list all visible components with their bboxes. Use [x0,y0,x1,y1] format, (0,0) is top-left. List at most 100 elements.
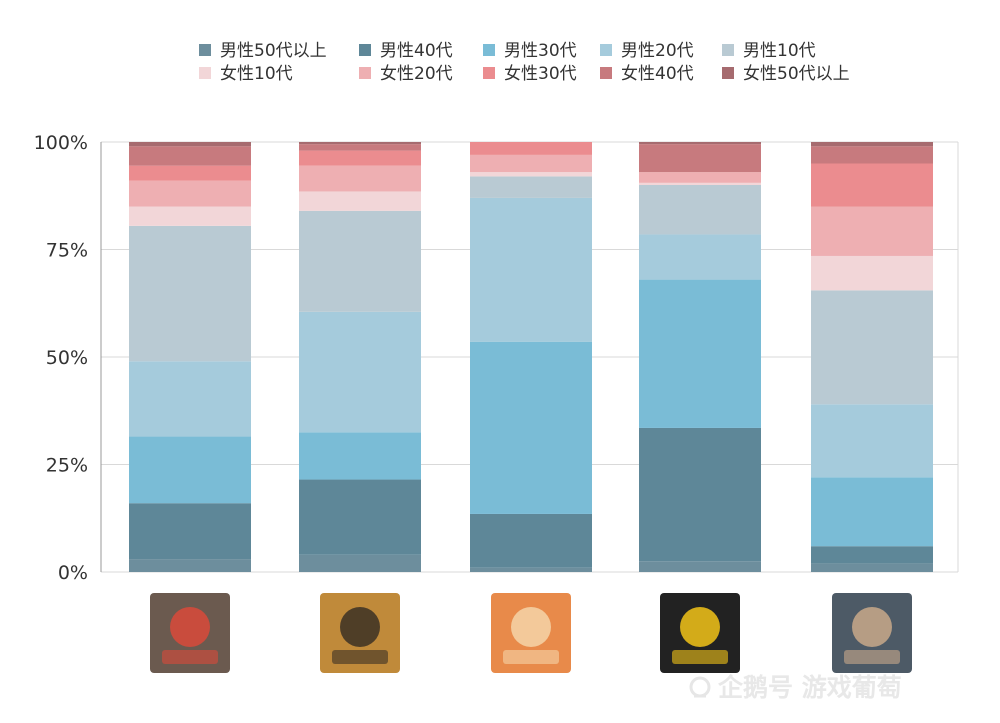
bar-segment [811,146,933,164]
bar-segment [299,142,421,145]
bar-segment [470,513,592,568]
legend-swatch [600,67,612,79]
bar-segment [811,290,933,405]
legend-swatch [600,44,612,56]
legend-item: 男性30代 [483,41,577,61]
bar-segment [811,563,933,572]
bar-segment [470,154,592,173]
bar-segment [639,172,761,183]
bar-segment [470,567,592,572]
icon-banner [844,650,900,664]
y-axis: 0% 25% 50% 75% 100% [34,132,88,584]
legend-swatch [483,67,495,79]
legend-swatch [483,44,495,56]
bar-segment [129,180,251,207]
legend-label: 女性50代以上 [743,64,850,84]
bar-segment [470,142,592,155]
bar-segment [639,185,761,235]
bar-segment [811,163,933,207]
bar-segment [129,165,251,181]
legend-swatch [722,44,734,56]
bar-stack [299,142,421,572]
bar-segment [639,561,761,572]
y-tick-label: 50% [46,347,88,369]
icon-figure [852,607,892,647]
icon-figure [511,607,551,647]
icon-figure [680,607,720,647]
y-tick-label: 75% [46,240,88,262]
category-icons [150,593,912,673]
legend-item: 女性10代 [199,64,293,84]
game-icon-1 [150,593,230,673]
icon-banner [162,650,218,664]
legend-item: 女性50代以上 [722,64,850,84]
bar-segment [299,432,421,480]
legend-label: 女性30代 [504,64,577,84]
legend-label: 男性10代 [743,41,816,61]
icon-banner [332,650,388,664]
watermark: 企鹅号 游戏葡萄 [689,673,902,702]
legend-label: 女性10代 [220,64,293,84]
bar-segment [299,311,421,433]
bar-segment [299,210,421,312]
bar-segment [811,255,933,291]
legend-label: 男性40代 [380,41,453,61]
icon-figure [170,607,210,647]
bar-segment [811,142,933,147]
bar-segment [129,225,251,362]
penguin-icon [689,676,711,698]
legend-label: 男性50代以上 [220,41,327,61]
bar-segment [299,165,421,192]
game-icon-3 [491,593,571,673]
legend-swatch [359,67,371,79]
bar-segment [299,144,421,151]
game-icon-4 [660,593,740,673]
bar-segment [299,554,421,572]
icon-banner [672,650,728,664]
bar-stack [639,142,761,572]
bar-segment [639,144,761,173]
game-icon-2 [320,593,400,673]
bar-segment [639,279,761,428]
bar-segment [470,172,592,177]
bar-segment [470,176,592,198]
bar-segment [299,191,421,211]
bar-segment [811,546,933,564]
legend-item: 女性20代 [359,64,453,84]
legend-swatch [199,44,211,56]
legend-swatch [722,67,734,79]
y-tick-label: 25% [46,455,88,477]
legend-item: 女性40代 [600,64,694,84]
bar-segment [129,142,251,147]
bar-segment [470,197,592,342]
bar-segment [129,436,251,504]
bar-segment [470,341,592,514]
y-tick-label: 0% [58,562,88,584]
bar-segment [129,503,251,560]
legend-item: 男性40代 [359,41,453,61]
bar-segment [811,404,933,478]
icon-banner [503,650,559,664]
bar-segment [639,142,761,145]
bar-segment [639,182,761,185]
bar-segment [811,477,933,547]
bar-segment [811,206,933,256]
bar-segment [299,150,421,166]
bar-segment [129,206,251,226]
bar-stack [811,142,933,572]
legend-label: 男性20代 [621,41,694,61]
bar-segment [129,361,251,437]
bar-segment [299,479,421,555]
legend-label: 男性30代 [504,41,577,61]
bar-segment [129,146,251,166]
game-icon-5 [832,593,912,673]
bar-stack [470,142,592,572]
legend-label: 女性20代 [380,64,453,84]
watermark-text: 企鹅号 游戏葡萄 [718,673,902,702]
legend-swatch [199,67,211,79]
y-tick-label: 100% [34,132,88,154]
legend-item: 男性10代 [722,41,816,61]
legend-item: 男性20代 [600,41,694,61]
